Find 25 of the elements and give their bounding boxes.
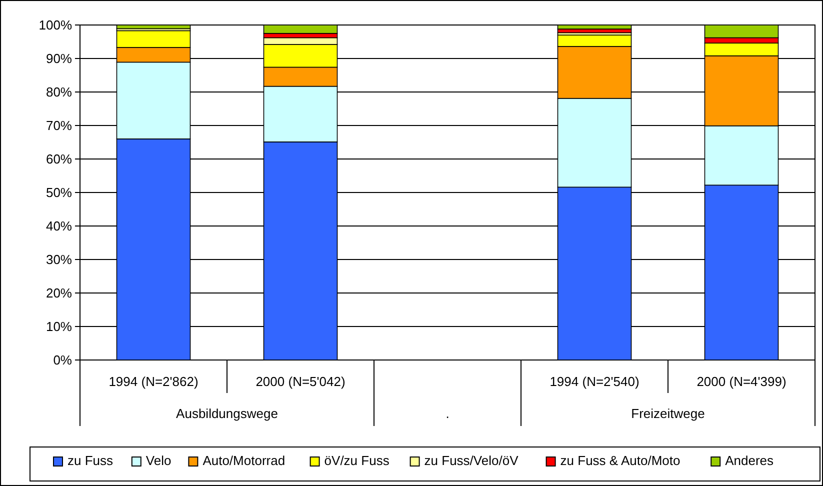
y-tick-label: 10% (46, 319, 72, 334)
legend-label: zu Fuss (68, 453, 114, 468)
y-tick-label: 60% (46, 152, 72, 167)
y-tick-label: 100% (38, 18, 72, 33)
x-tick-label: 2000 (N=5'042) (256, 374, 346, 389)
legend-label: zu Fuss/Velo/öV (424, 453, 519, 468)
legend-label: zu Fuss & Auto/Moto (560, 453, 680, 468)
legend-label: Anderes (725, 453, 774, 468)
text: . (446, 406, 450, 421)
y-tick-label: 40% (46, 218, 72, 234)
y-tick-label: 70% (46, 118, 72, 134)
x-tick-label: 1994 (N=2'540) (550, 374, 640, 389)
text: Freizeitwege (631, 406, 705, 421)
legend-label: Auto/Motorrad (202, 453, 286, 468)
legend-label: öV/zu Fuss (324, 453, 390, 468)
text: Ausbildungswege (176, 406, 278, 421)
y-tick-label: 50% (46, 185, 72, 200)
legend-label: Velo (146, 453, 172, 468)
x-tick-label: 1994 (N=2'862) (108, 374, 198, 389)
y-tick-label: 20% (46, 286, 72, 301)
y-tick-label: 80% (46, 84, 72, 100)
x-tick-label: 2000 (N=4'399) (696, 374, 786, 389)
y-tick-label: 30% (46, 252, 72, 268)
y-tick-label: 0% (53, 352, 72, 368)
y-tick-label: 90% (46, 51, 72, 66)
